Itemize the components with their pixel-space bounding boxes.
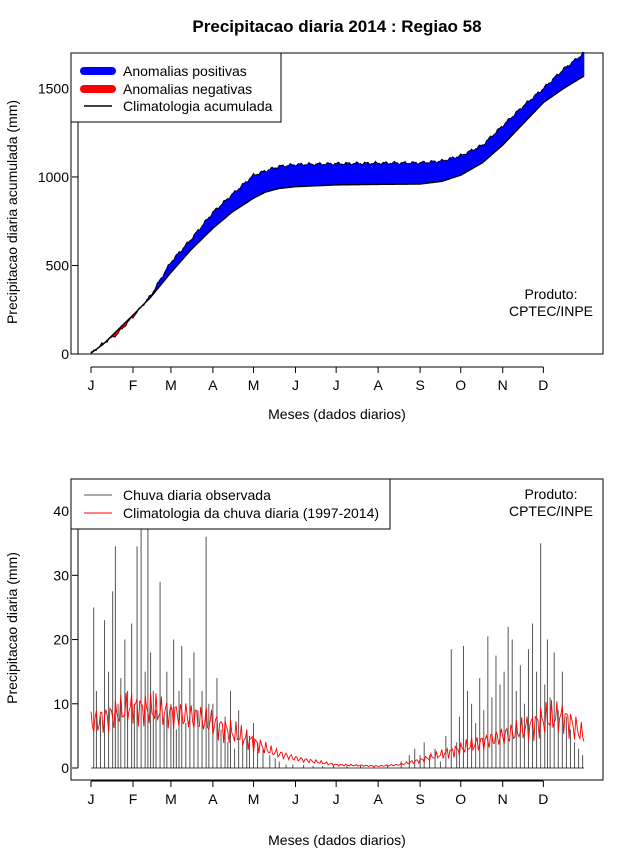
x-tick-label: J xyxy=(88,791,95,807)
y-tick-label: 1000 xyxy=(38,169,69,185)
x-tick-label: F xyxy=(129,377,138,393)
daily-x-label: Meses (dados diarios) xyxy=(268,832,406,848)
x-tick-label: S xyxy=(415,377,424,393)
x-tick-label: O xyxy=(455,377,466,393)
daily-legend-box xyxy=(70,478,391,530)
x-tick-label: N xyxy=(498,791,508,807)
x-tick-label: J xyxy=(333,791,340,807)
x-tick-label: A xyxy=(208,791,218,807)
x-tick-label: J xyxy=(333,377,340,393)
y-tick-label: 20 xyxy=(53,632,69,648)
x-tick-label: D xyxy=(538,791,548,807)
cumulative-product-label: Produto: xyxy=(525,286,578,302)
x-tick-label: J xyxy=(88,377,95,393)
daily-legend: Chuva diaria observada Climatologia da c… xyxy=(70,478,391,530)
x-tick-label: M xyxy=(165,791,177,807)
y-tick-label: 0 xyxy=(61,346,69,362)
legend-negative-label: Anomalias negativas xyxy=(123,81,252,97)
figure-title: Precipitacao diaria 2014 : Regiao 58 xyxy=(192,17,481,36)
daily-product-label: Produto: xyxy=(525,486,578,502)
x-tick-label: D xyxy=(538,377,548,393)
climatology-cumulative-line xyxy=(90,75,585,354)
x-tick-label: O xyxy=(455,791,466,807)
x-tick-label: M xyxy=(248,791,260,807)
x-tick-label: F xyxy=(129,791,138,807)
daily-y-label: Precipitacao diaria (mm) xyxy=(4,552,20,704)
cumulative-axes: J F M A M J J A S O N D 0 500 1000 1500 xyxy=(38,80,549,393)
cumulative-y-label: Precipitacao diaria acumulada (mm) xyxy=(4,100,20,324)
observed-cumulative-line xyxy=(90,52,585,353)
x-tick-label: J xyxy=(292,791,299,807)
x-tick-label: N xyxy=(498,377,508,393)
x-tick-label: A xyxy=(373,377,383,393)
cumulative-marks xyxy=(90,52,585,354)
y-tick-label: 10 xyxy=(53,696,69,712)
y-tick-label: 40 xyxy=(53,503,69,519)
daily-climatology-line xyxy=(90,692,585,768)
x-tick-label: A xyxy=(208,377,218,393)
x-tick-label: A xyxy=(373,791,383,807)
legend-climatology-label: Climatologia acumulada xyxy=(123,98,273,114)
x-tick-label: J xyxy=(292,377,299,393)
cumulative-legend: Anomalias positivas Anomalias negativas … xyxy=(70,52,282,123)
x-tick-label: M xyxy=(165,377,177,393)
daily-panel: J F M A M J J A S O N D 0 10 20 30 40 Meses (dados diari… xyxy=(4,478,604,848)
legend-daily-climatology-label: Climatologia da chuva diaria (1997-2014) xyxy=(123,505,379,521)
y-tick-label: 1500 xyxy=(38,80,69,96)
cumulative-plot-box xyxy=(70,52,604,355)
y-tick-label: 500 xyxy=(46,257,70,273)
cumulative-product-source: CPTEC/INPE xyxy=(509,303,593,319)
y-tick-label: 0 xyxy=(61,760,69,776)
x-tick-label: S xyxy=(415,791,424,807)
cumulative-panel: J F M A M J J A S O N D 0 500 1000 1500 Meses (dados di… xyxy=(4,52,604,422)
positive-anomaly-segment xyxy=(582,52,585,78)
cumulative-x-label: Meses (dados diarios) xyxy=(268,406,406,422)
legend-observed-label: Chuva diaria observada xyxy=(123,487,271,503)
daily-product-source: CPTEC/INPE xyxy=(509,503,593,519)
legend-positive-label: Anomalias positivas xyxy=(123,63,247,79)
x-tick-label: M xyxy=(248,377,260,393)
daily-marks xyxy=(90,511,585,769)
daily-axes: J F M A M J J A S O N D 0 10 20 30 40 xyxy=(53,503,548,807)
y-tick-label: 30 xyxy=(53,567,69,583)
